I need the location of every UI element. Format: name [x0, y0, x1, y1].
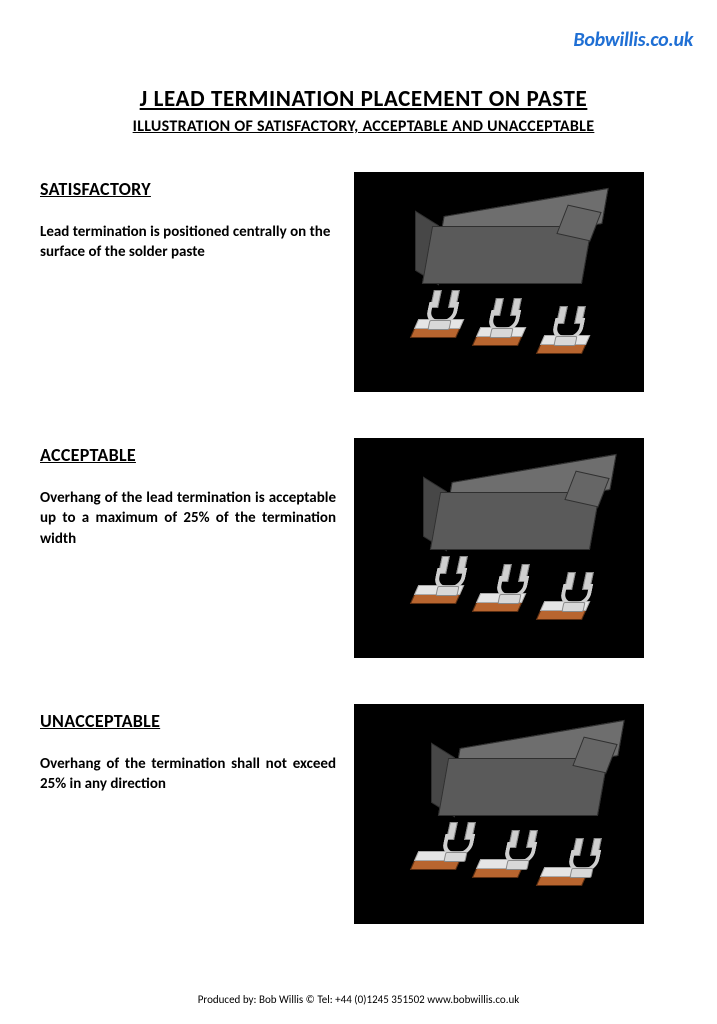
page-subtitle: ILLUSTRATION OF SATISFACTORY, ACCEPTABLE…: [40, 117, 687, 136]
j-lead: [565, 844, 602, 878]
page-footer: Produced by: Bob Willis © Tel: +44 (0)12…: [0, 993, 717, 1006]
component-body: [431, 728, 607, 824]
j-lead: [431, 562, 468, 596]
component-body: [423, 462, 599, 558]
j-lead: [439, 828, 476, 862]
illustration: [354, 704, 644, 924]
j-lead: [493, 570, 530, 604]
section-heading: UNACCEPTABLE: [40, 710, 336, 732]
page-title: J LEAD TERMINATION PLACEMENT ON PASTE: [40, 85, 687, 113]
component-body: [415, 196, 591, 292]
section-text: UNACCEPTABLE Overhang of the termination …: [40, 704, 336, 795]
brand-logo: Bobwillis.co.uk: [573, 28, 693, 52]
page-content: J LEAD TERMINATION PLACEMENT ON PASTE IL…: [0, 0, 717, 924]
section-body: Lead termination is positioned centrally…: [40, 222, 336, 263]
section-text: ACCEPTABLE Overhang of the lead terminati…: [40, 438, 336, 549]
section-heading: ACCEPTABLE: [40, 444, 336, 466]
j-lead: [557, 578, 594, 612]
section-row: UNACCEPTABLE Overhang of the termination …: [40, 704, 687, 924]
section-body: Overhang of the lead termination is acce…: [40, 488, 336, 549]
illustration: [354, 438, 644, 658]
j-lead: [501, 836, 538, 870]
section-text: SATISFACTORY Lead termination is position…: [40, 172, 336, 263]
section-row: ACCEPTABLE Overhang of the lead terminati…: [40, 438, 687, 658]
section-heading: SATISFACTORY: [40, 178, 336, 200]
section-row: SATISFACTORY Lead termination is position…: [40, 172, 687, 392]
section-body: Overhang of the termination shall not ex…: [40, 754, 336, 795]
illustration: [354, 172, 644, 392]
